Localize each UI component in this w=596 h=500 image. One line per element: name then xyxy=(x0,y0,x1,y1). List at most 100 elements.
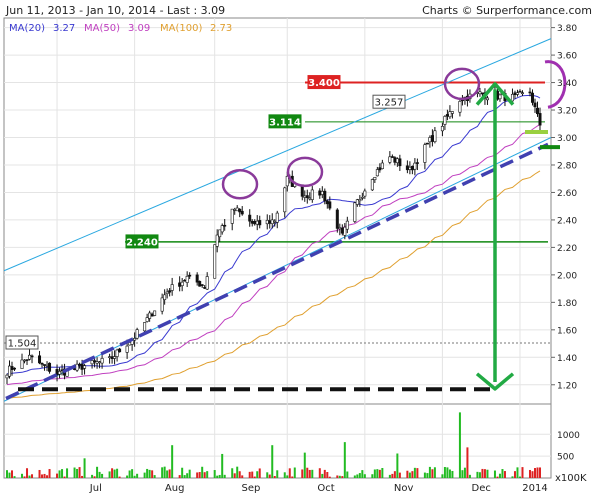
candle-body xyxy=(218,229,222,238)
volume-bar xyxy=(343,442,346,478)
candle-body xyxy=(308,197,312,200)
candle-body xyxy=(323,190,327,202)
volume-bar xyxy=(433,467,436,478)
y-tick-label: 2.60 xyxy=(557,189,577,199)
candle-body xyxy=(170,284,174,291)
y-tick-label: 1.60 xyxy=(557,326,577,336)
candle-body xyxy=(233,208,237,211)
volume-bar xyxy=(98,471,101,478)
volume-bar xyxy=(533,468,536,478)
candle-body xyxy=(370,179,374,191)
y-tick-label: 2.00 xyxy=(557,271,577,281)
volume-bar xyxy=(411,471,414,478)
candle-body xyxy=(240,210,244,215)
volume-bar xyxy=(378,469,381,478)
volume-bar xyxy=(183,475,186,478)
candle-body xyxy=(198,280,202,287)
volume-bar xyxy=(46,475,49,478)
volume-bar xyxy=(91,474,94,478)
candle-body xyxy=(375,169,379,177)
candle-body xyxy=(390,156,394,158)
candle-body xyxy=(353,202,357,222)
candle-body xyxy=(185,275,189,283)
volume-bar xyxy=(11,470,14,478)
volume-bar xyxy=(396,453,399,478)
volume-bar xyxy=(521,467,524,478)
price-label-text: 3.400 xyxy=(308,78,340,89)
volume-bar xyxy=(483,469,486,478)
volume-bar xyxy=(241,475,244,478)
volume-bar xyxy=(66,468,69,478)
candle-body xyxy=(73,368,77,370)
candle-body xyxy=(283,187,287,213)
candle-body xyxy=(380,162,384,170)
candle-body xyxy=(428,137,432,143)
volume-bar xyxy=(531,471,534,478)
volume-bar xyxy=(96,466,99,478)
volume-bar xyxy=(188,469,191,478)
candle-body xyxy=(178,282,182,287)
volume-bar xyxy=(61,469,64,478)
candle-body xyxy=(213,244,217,279)
volume-bar xyxy=(146,468,149,478)
candle-body xyxy=(100,358,104,364)
candle-body xyxy=(38,355,42,364)
candle-body xyxy=(20,359,24,369)
candle-body xyxy=(318,190,322,196)
volume-bar xyxy=(41,474,44,478)
price-label-box xyxy=(307,75,341,90)
volume-bar xyxy=(311,469,314,478)
volume-bar xyxy=(458,412,461,478)
price-label-text: 2.240 xyxy=(126,237,158,248)
volume-bar xyxy=(131,469,134,478)
volume-bar xyxy=(381,468,384,478)
x-tick-label: Sep xyxy=(242,483,261,494)
volume-bar xyxy=(503,471,506,478)
volume-bar xyxy=(393,471,396,478)
legend-ma100-value: 2.73 xyxy=(210,23,232,34)
candle-body xyxy=(143,322,147,332)
volume-bar xyxy=(111,468,114,478)
volume-bar xyxy=(476,471,479,478)
candle-body xyxy=(5,374,9,379)
volume-bar xyxy=(478,472,481,478)
y-tick-label: 3.00 xyxy=(557,134,577,144)
x-tick-label: 2014 xyxy=(522,483,547,494)
volume-bar xyxy=(113,469,116,478)
volume-bar xyxy=(448,469,451,478)
candle-body xyxy=(10,366,14,371)
volume-bar xyxy=(293,467,296,478)
candle-body xyxy=(430,135,434,142)
candle-body xyxy=(153,310,157,316)
volume-bar xyxy=(328,476,331,478)
volume-bar xyxy=(251,471,254,478)
volume-bar xyxy=(498,473,501,478)
volume-bar xyxy=(203,472,206,478)
volume-bar xyxy=(216,475,219,478)
candle-body xyxy=(478,91,482,95)
volume-bar xyxy=(388,474,391,478)
candle-body xyxy=(320,191,324,195)
date-range-title: Jun 11, 2013 - Jan 10, 2014 - Last : 3.0… xyxy=(5,4,225,17)
volume-bar xyxy=(116,468,119,478)
volume-bar xyxy=(26,468,29,478)
candle-body xyxy=(90,360,94,365)
volume-bar xyxy=(451,470,454,478)
volume-bar xyxy=(206,471,209,478)
candle-body xyxy=(408,166,412,170)
candle-body xyxy=(265,219,269,225)
candle-body xyxy=(405,165,409,171)
y-tick-label: 3.20 xyxy=(557,107,577,117)
y-tick-label: 3.40 xyxy=(557,79,577,89)
candle-body xyxy=(413,162,417,170)
candle-body xyxy=(285,175,289,187)
volume-bar xyxy=(306,467,309,478)
candle-body xyxy=(13,367,17,370)
x-tick-label: Aug xyxy=(165,483,185,494)
candle-body xyxy=(335,209,339,229)
volume-bar xyxy=(496,476,499,478)
x-axis-labels: Jul Aug Sep Oct Nov Dec 2014 xyxy=(89,483,548,494)
volume-bar xyxy=(56,473,59,478)
volume-bar xyxy=(518,476,521,478)
candle-body xyxy=(355,199,359,205)
